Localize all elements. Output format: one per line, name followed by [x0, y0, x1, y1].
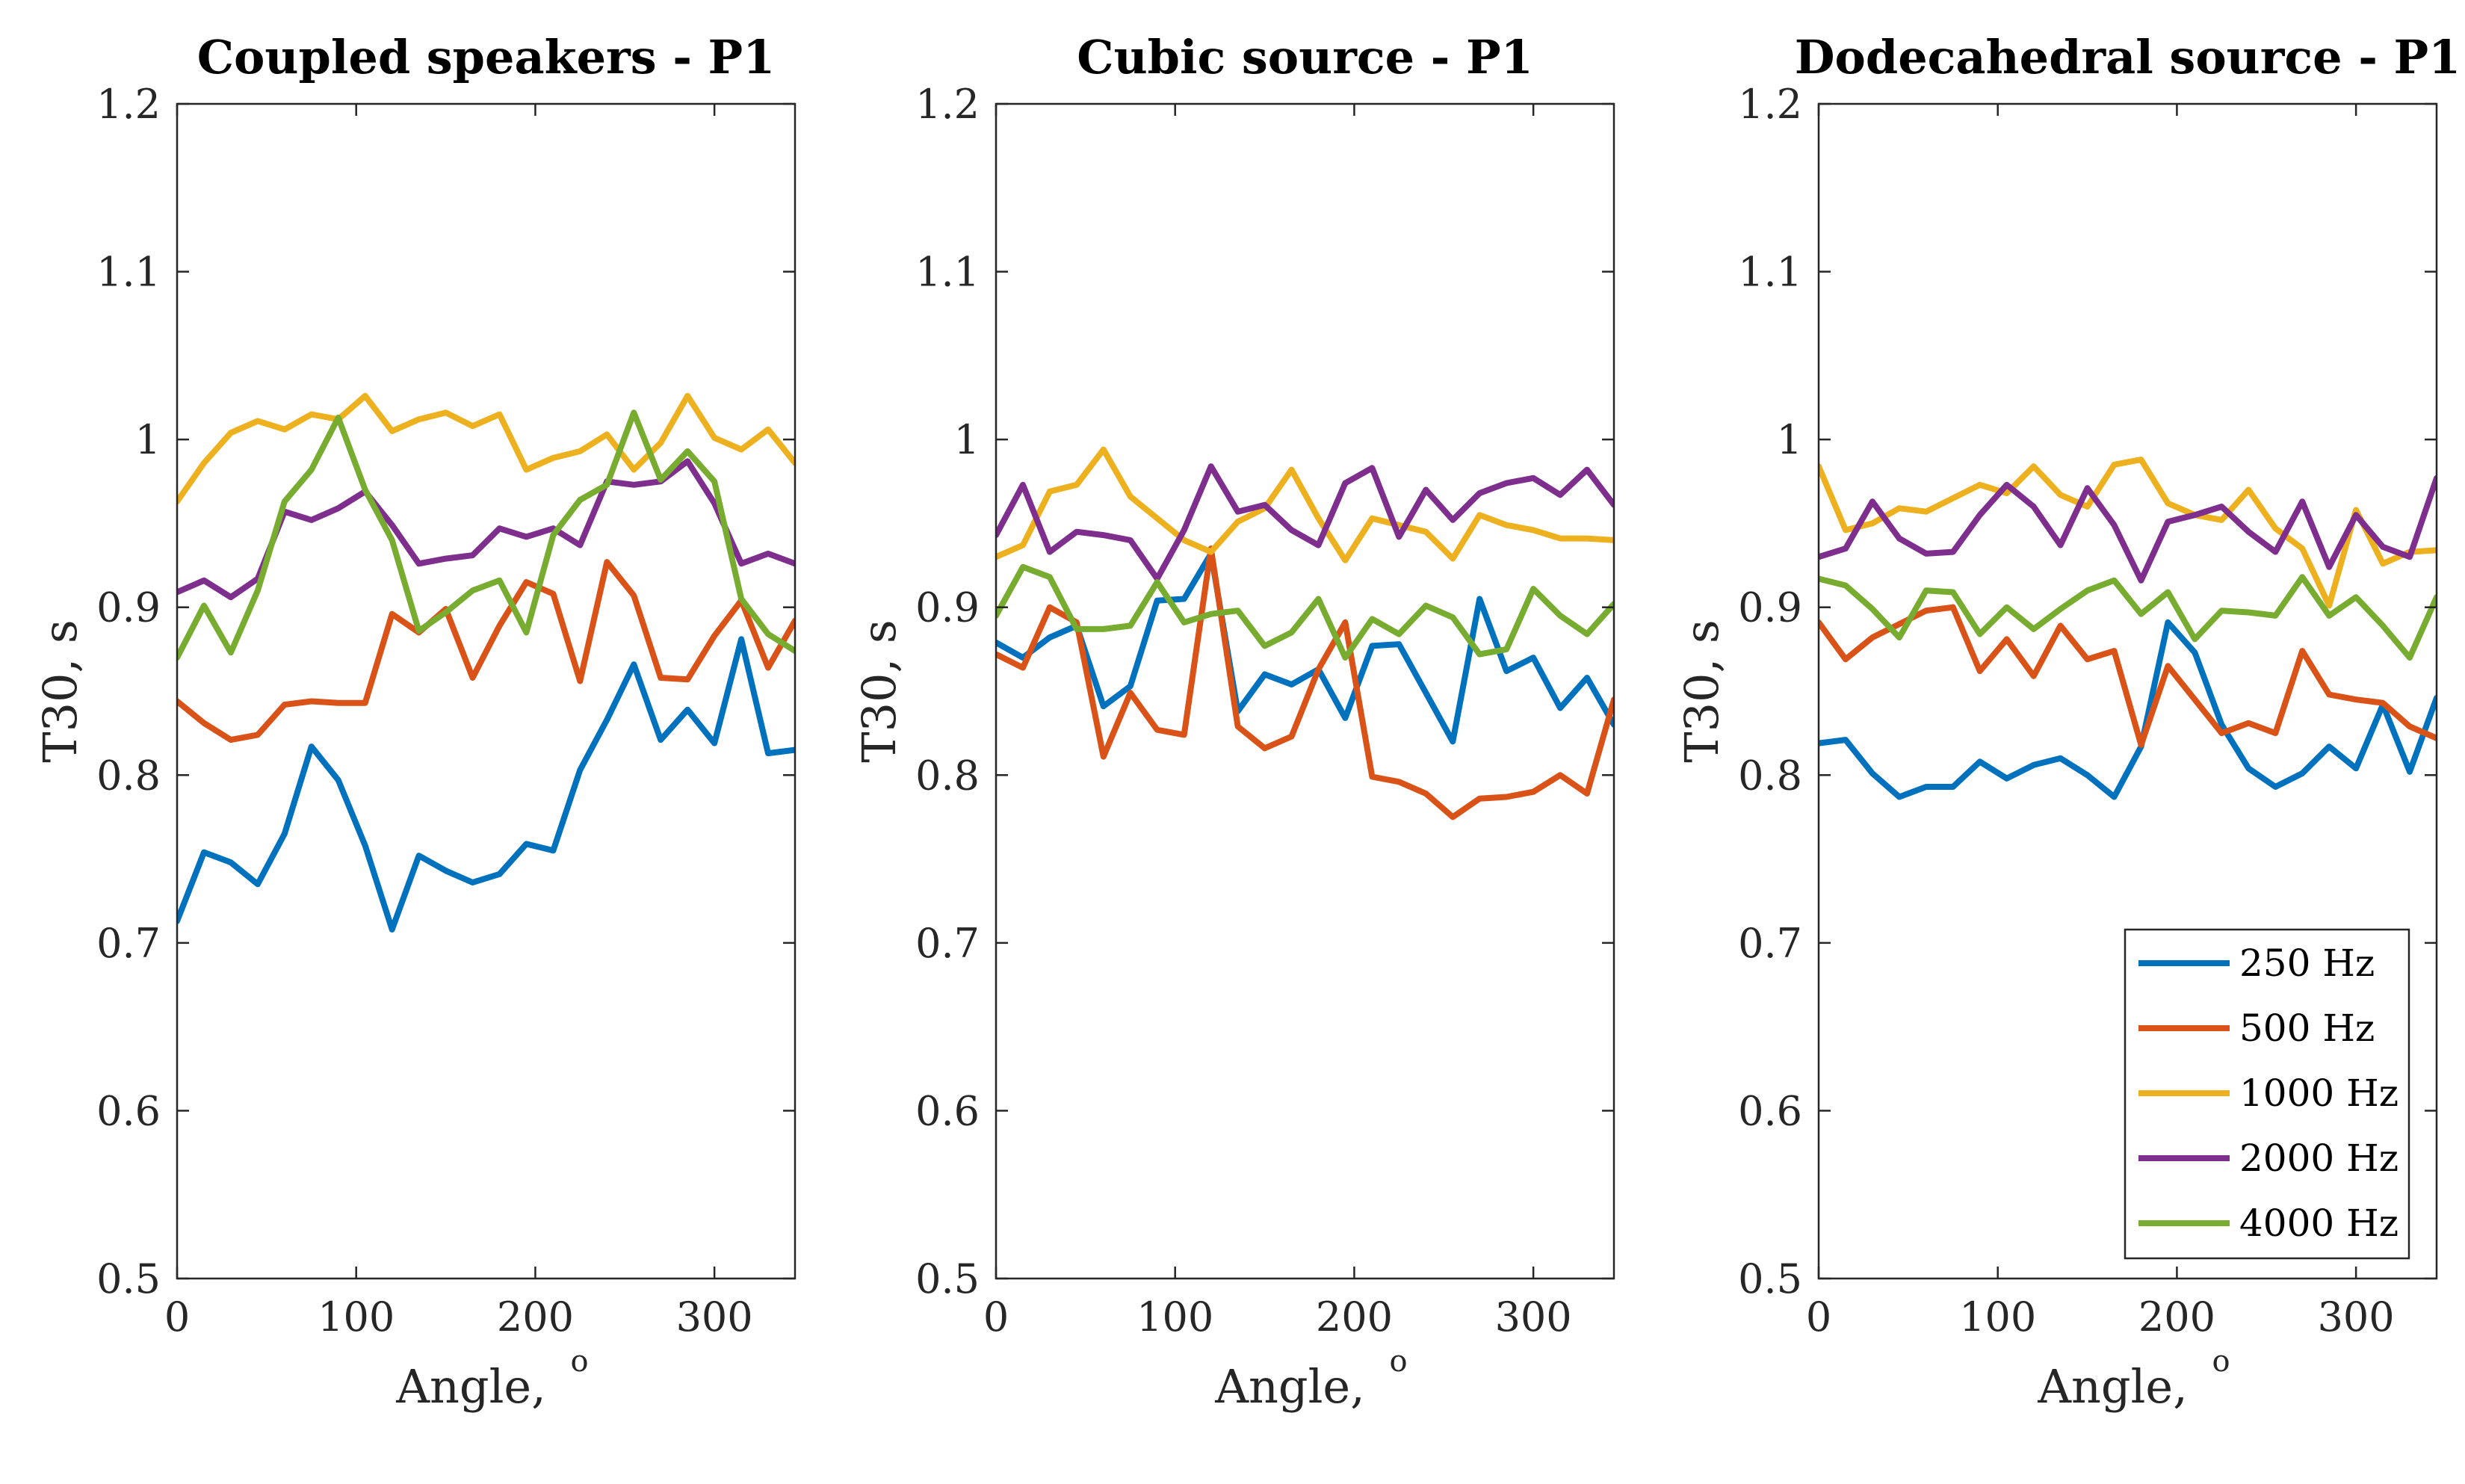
x-axis-label: Angle,: [395, 1359, 546, 1414]
y-tick-label: 1: [135, 416, 161, 463]
series-line-1000-hz: [177, 392, 795, 505]
y-tick-label: 0.7: [1738, 920, 1802, 967]
y-tick-label: 0.5: [1738, 1255, 1802, 1302]
y-tick-label: 0.6: [915, 1087, 980, 1134]
y-tick-label: 0.5: [96, 1255, 161, 1302]
y-tick-label: 0.8: [96, 752, 161, 799]
x-axis-label: Angle,: [1214, 1359, 1365, 1414]
x-axis-label-superscript: o: [570, 1344, 588, 1379]
y-tick-label: 1: [954, 416, 980, 463]
x-tick-label: 0: [983, 1293, 1009, 1341]
y-tick-label: 0.8: [915, 752, 980, 799]
x-tick-label: 200: [2138, 1293, 2215, 1341]
series-line-250-hz: [1819, 619, 2437, 800]
axes-frame: [995, 102, 1615, 1280]
y-tick-label: 0.7: [96, 920, 161, 967]
axes-frame: [176, 102, 797, 1280]
series-line-500-hz: [1819, 604, 2437, 748]
x-tick-label: 300: [676, 1293, 753, 1341]
series-line-4000-hz: [1819, 574, 2437, 661]
x-tick-label: 300: [2318, 1293, 2395, 1341]
y-tick-label: 1.2: [96, 81, 161, 128]
series-line-250-hz: [996, 550, 1614, 745]
chart-title: Coupled speakers - P1: [197, 30, 776, 84]
legend-label: 2000 Hz: [2239, 1137, 2398, 1180]
legend: 250 Hz 500 Hz 1000 Hz 2000 Hz 4000 Hz: [2124, 928, 2410, 1260]
y-tick-label: 1: [1777, 416, 1802, 463]
x-axis-label: Angle,: [2037, 1359, 2188, 1414]
x-tick-label: 200: [1316, 1293, 1393, 1341]
series-line-2000-hz: [996, 463, 1614, 582]
y-tick-label: 0.9: [915, 584, 980, 631]
series-line-2000-hz: [1819, 474, 2437, 584]
legend-label: 4000 Hz: [2239, 1202, 2398, 1245]
y-axis-label: T30, s: [852, 619, 906, 762]
series-line-4000-hz: [996, 563, 1614, 661]
y-tick-label: 0.9: [1738, 584, 1802, 631]
y-tick-label: 1.1: [915, 249, 980, 296]
series-line-250-hz: [177, 636, 795, 933]
series-line-1000-hz: [1819, 457, 2437, 609]
chart-panel-1: 0.5 0.6 0.7 0.8 0.9 1 1.1 1.2 0 100 200 300 Coupled …: [33, 30, 797, 1414]
chart-title: Dodecahedral source - P1: [1795, 30, 2461, 84]
series-line-500-hz: [996, 545, 1614, 820]
x-tick-label: 100: [1136, 1293, 1213, 1341]
y-axis-label: T30, s: [1674, 619, 1729, 762]
series-line-2000-hz: [177, 458, 795, 601]
x-tick-label: 0: [164, 1293, 190, 1341]
legend-label: 250 Hz: [2239, 942, 2375, 985]
y-tick-label: 0.8: [1738, 752, 1802, 799]
chart-title: Cubic source - P1: [1077, 30, 1533, 84]
series-group: [1819, 457, 2437, 800]
x-axis-label-superscript: o: [2212, 1344, 2230, 1379]
x-tick-label: 100: [318, 1293, 395, 1341]
legend-label: 1000 Hz: [2239, 1072, 2398, 1115]
x-tick-label: 100: [1959, 1293, 2036, 1341]
y-tick-label: 0.7: [915, 920, 980, 967]
series-line-4000-hz: [177, 409, 795, 661]
y-tick-label: 0.6: [96, 1087, 161, 1134]
y-tick-label: 0.6: [1738, 1087, 1802, 1134]
series-group: [177, 392, 795, 933]
series-line-1000-hz: [996, 446, 1614, 563]
y-tick-label: 0.5: [915, 1255, 980, 1302]
y-tick-label: 1.2: [1738, 81, 1802, 128]
chart-panel-3: 0.5 0.6 0.7 0.8 0.9 1 1.1 1.2 0 100 200 300 Dodecahe…: [1674, 30, 2461, 1414]
legend-label: 500 Hz: [2239, 1007, 2375, 1050]
y-tick-label: 1.1: [1738, 249, 1802, 296]
x-axis-label-superscript: o: [1389, 1344, 1407, 1379]
x-tick-label: 200: [497, 1293, 574, 1341]
series-line-500-hz: [177, 559, 795, 743]
y-tick-label: 0.9: [96, 584, 161, 631]
y-axis-label: T30, s: [33, 619, 87, 762]
axes-frame: [1817, 102, 2438, 1280]
series-group: [996, 446, 1614, 820]
y-tick-label: 1.2: [915, 81, 980, 128]
chart-panel-2: 0.5 0.6 0.7 0.8 0.9 1 1.1 1.2 0 100 200 300 Cubic so…: [852, 30, 1615, 1414]
x-tick-label: 0: [1806, 1293, 1831, 1341]
y-tick-label: 1.1: [96, 249, 161, 296]
x-tick-label: 300: [1495, 1293, 1572, 1341]
